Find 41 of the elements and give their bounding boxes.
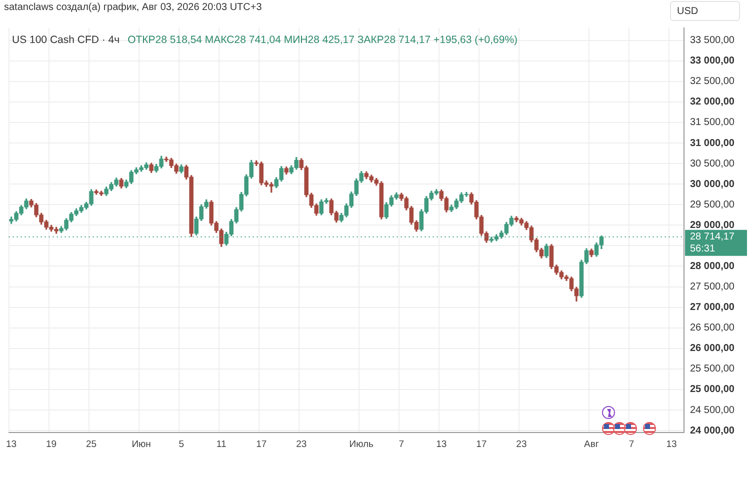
y-tick-label: 29 500,00 <box>690 199 735 210</box>
ref-line-label: 28 714,17 <box>690 232 735 243</box>
x-tick-label: 17 <box>476 438 487 450</box>
y-tick-label: 24 000,00 <box>690 425 735 436</box>
y-tick-label: 31 000,00 <box>690 138 735 149</box>
y-tick-label: 29 000,00 <box>690 220 735 231</box>
x-tick-label: Июн <box>132 438 151 450</box>
x-tick-label: Авг <box>584 438 600 450</box>
y-tick-label: 27 000,00 <box>690 302 735 314</box>
x-tick-label: 13 <box>436 438 447 450</box>
y-tick-label: 25 000,00 <box>690 384 735 396</box>
y-tick-label: 33 500,00 <box>690 35 735 46</box>
text: ОТКР28 518,54 МАКС28 741,04 МИН28 425,17 ЗАКР28 714,17 +195,63 (+0,69%) <box>128 34 518 46</box>
text: US 100 Cash CFD · 4ч <box>12 34 120 46</box>
y-tick-label: 28 000,00 <box>690 260 735 272</box>
y-tick-label: 31 500,00 <box>690 117 735 128</box>
x-tick-label: Июль <box>349 438 374 450</box>
y-tick-label: 32 500,00 <box>690 76 735 88</box>
x-tick-label: 17 <box>256 438 267 450</box>
x-tick-label: 5 <box>178 438 184 450</box>
y-tick-label: 25 500,00 <box>690 364 735 375</box>
y-tick-label: 26 000,00 <box>690 343 735 354</box>
text: satanclaws создал(а) график, Авг 03, 2026 20:03 UTC+3 <box>4 2 262 13</box>
y-tick-label: 24 500,00 <box>690 404 735 416</box>
x-tick-label: 7 <box>628 438 634 450</box>
y-tick-label: 30 500,00 <box>690 158 735 170</box>
x-tick-label: 23 <box>296 438 307 450</box>
x-tick-label: 13 <box>6 438 17 450</box>
x-tick-label: 19 <box>46 438 57 450</box>
x-tick-label: 23 <box>516 438 527 450</box>
y-tick-label: 32 000,00 <box>690 96 735 108</box>
y-tick-label: 33 000,00 <box>690 56 735 67</box>
x-tick-label: 11 <box>216 438 226 450</box>
x-tick-label: 7 <box>398 438 404 450</box>
y-axis-title: USD <box>670 1 740 21</box>
y-tick-label: 27 500,00 <box>690 282 735 293</box>
y-tick-label: 26 500,00 <box>690 322 735 334</box>
x-tick-label: 25 <box>86 438 97 450</box>
y-tick-label: 30 000,00 <box>690 178 735 190</box>
text: 56:31 <box>690 244 716 255</box>
x-tick-label: 13 <box>666 438 677 450</box>
